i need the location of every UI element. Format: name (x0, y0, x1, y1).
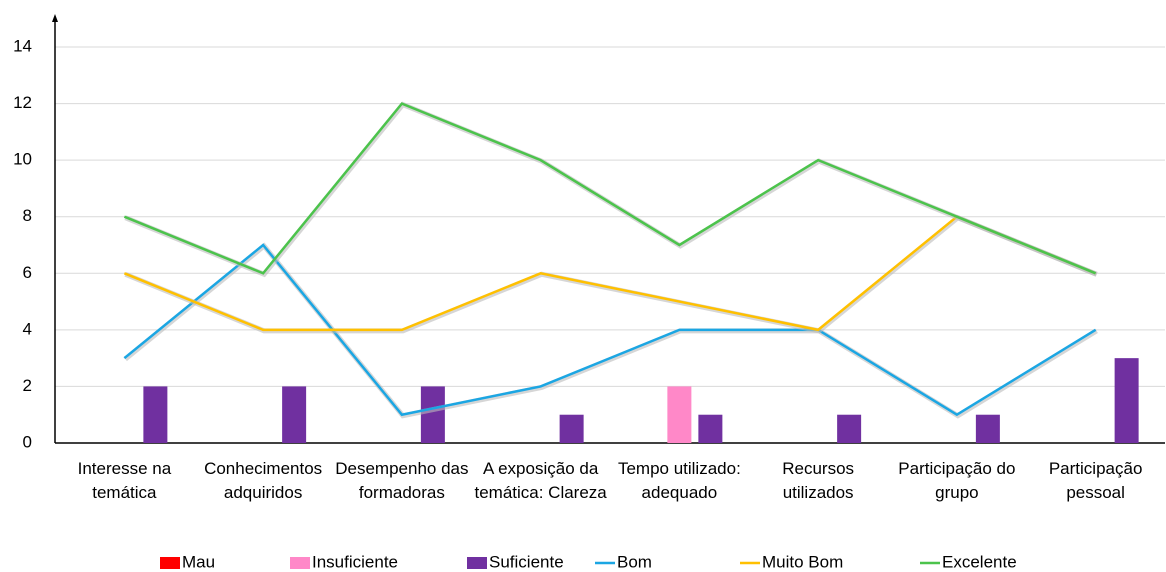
legend-swatch (160, 557, 180, 569)
line (123, 215, 1097, 332)
bar (559, 414, 584, 443)
line-shadow (124, 214, 1098, 334)
x-tick-label: Conhecimentos adquiridos (204, 459, 323, 502)
y-tick-label: 2 (23, 376, 32, 395)
legend-label: Mau (182, 552, 215, 571)
y-axis-arrow (52, 14, 58, 22)
bar (667, 386, 692, 443)
bar (698, 414, 723, 443)
y-tick-label: 10 (13, 150, 32, 169)
y-tick-label: 12 (13, 93, 32, 112)
legend-label: Insuficiente (312, 552, 398, 571)
x-tick-label: Participação pessoal (1048, 459, 1143, 502)
y-tick-label: 14 (13, 36, 32, 55)
line-shadow (124, 101, 1098, 278)
legend-label: Excelente (942, 552, 1017, 571)
legend-swatch (467, 557, 487, 569)
x-tick-label: Participação do grupo (898, 459, 1016, 502)
bar (1114, 358, 1139, 443)
bar (420, 386, 445, 443)
bar (975, 414, 1000, 443)
line (123, 243, 1097, 417)
x-tick-label: Tempo utilizado: adequado (617, 459, 741, 502)
y-tick-label: 8 (23, 206, 32, 225)
bar (282, 386, 307, 443)
legend-swatch (290, 557, 310, 569)
y-tick-label: 0 (23, 432, 32, 451)
y-tick-label: 4 (23, 319, 32, 338)
x-tick-label: A exposição da temática: Clareza (474, 459, 607, 502)
line (123, 102, 1097, 275)
legend-label: Muito Bom (762, 552, 843, 571)
bar (143, 386, 168, 443)
bar (837, 414, 862, 443)
legend-label: Bom (617, 552, 652, 571)
x-tick-label: Interesse na temática (77, 459, 172, 502)
y-tick-label: 6 (23, 263, 32, 282)
x-tick-label: Desempenho das formadoras (335, 459, 469, 502)
legend-label: Suficiente (489, 552, 564, 571)
x-tick-label: Recursos utilizados (782, 459, 855, 502)
